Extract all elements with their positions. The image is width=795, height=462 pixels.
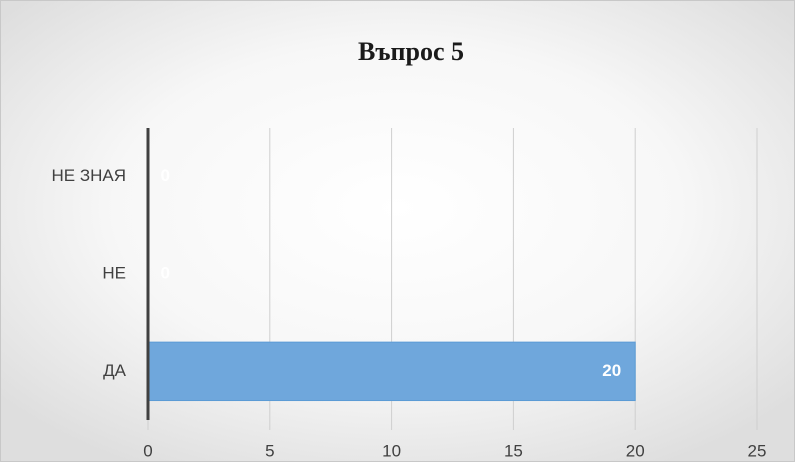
x-tick-label: 5 [265, 441, 274, 460]
chart-title: Въпрос 5 [358, 37, 464, 66]
data-label: 0 [161, 263, 170, 282]
x-tick-label: 25 [748, 441, 767, 460]
x-tick-label: 10 [382, 441, 401, 460]
data-label: 0 [161, 166, 170, 185]
x-tick-label: 20 [626, 441, 645, 460]
data-label: 20 [602, 361, 621, 380]
y-tick-label: НЕ [102, 263, 126, 282]
bar [147, 341, 636, 402]
x-tick-label: 0 [143, 441, 152, 460]
y-tick-label: НЕ ЗНАЯ [52, 166, 127, 185]
x-tick-label: 15 [504, 441, 523, 460]
y-tick-label: ДА [103, 361, 127, 380]
